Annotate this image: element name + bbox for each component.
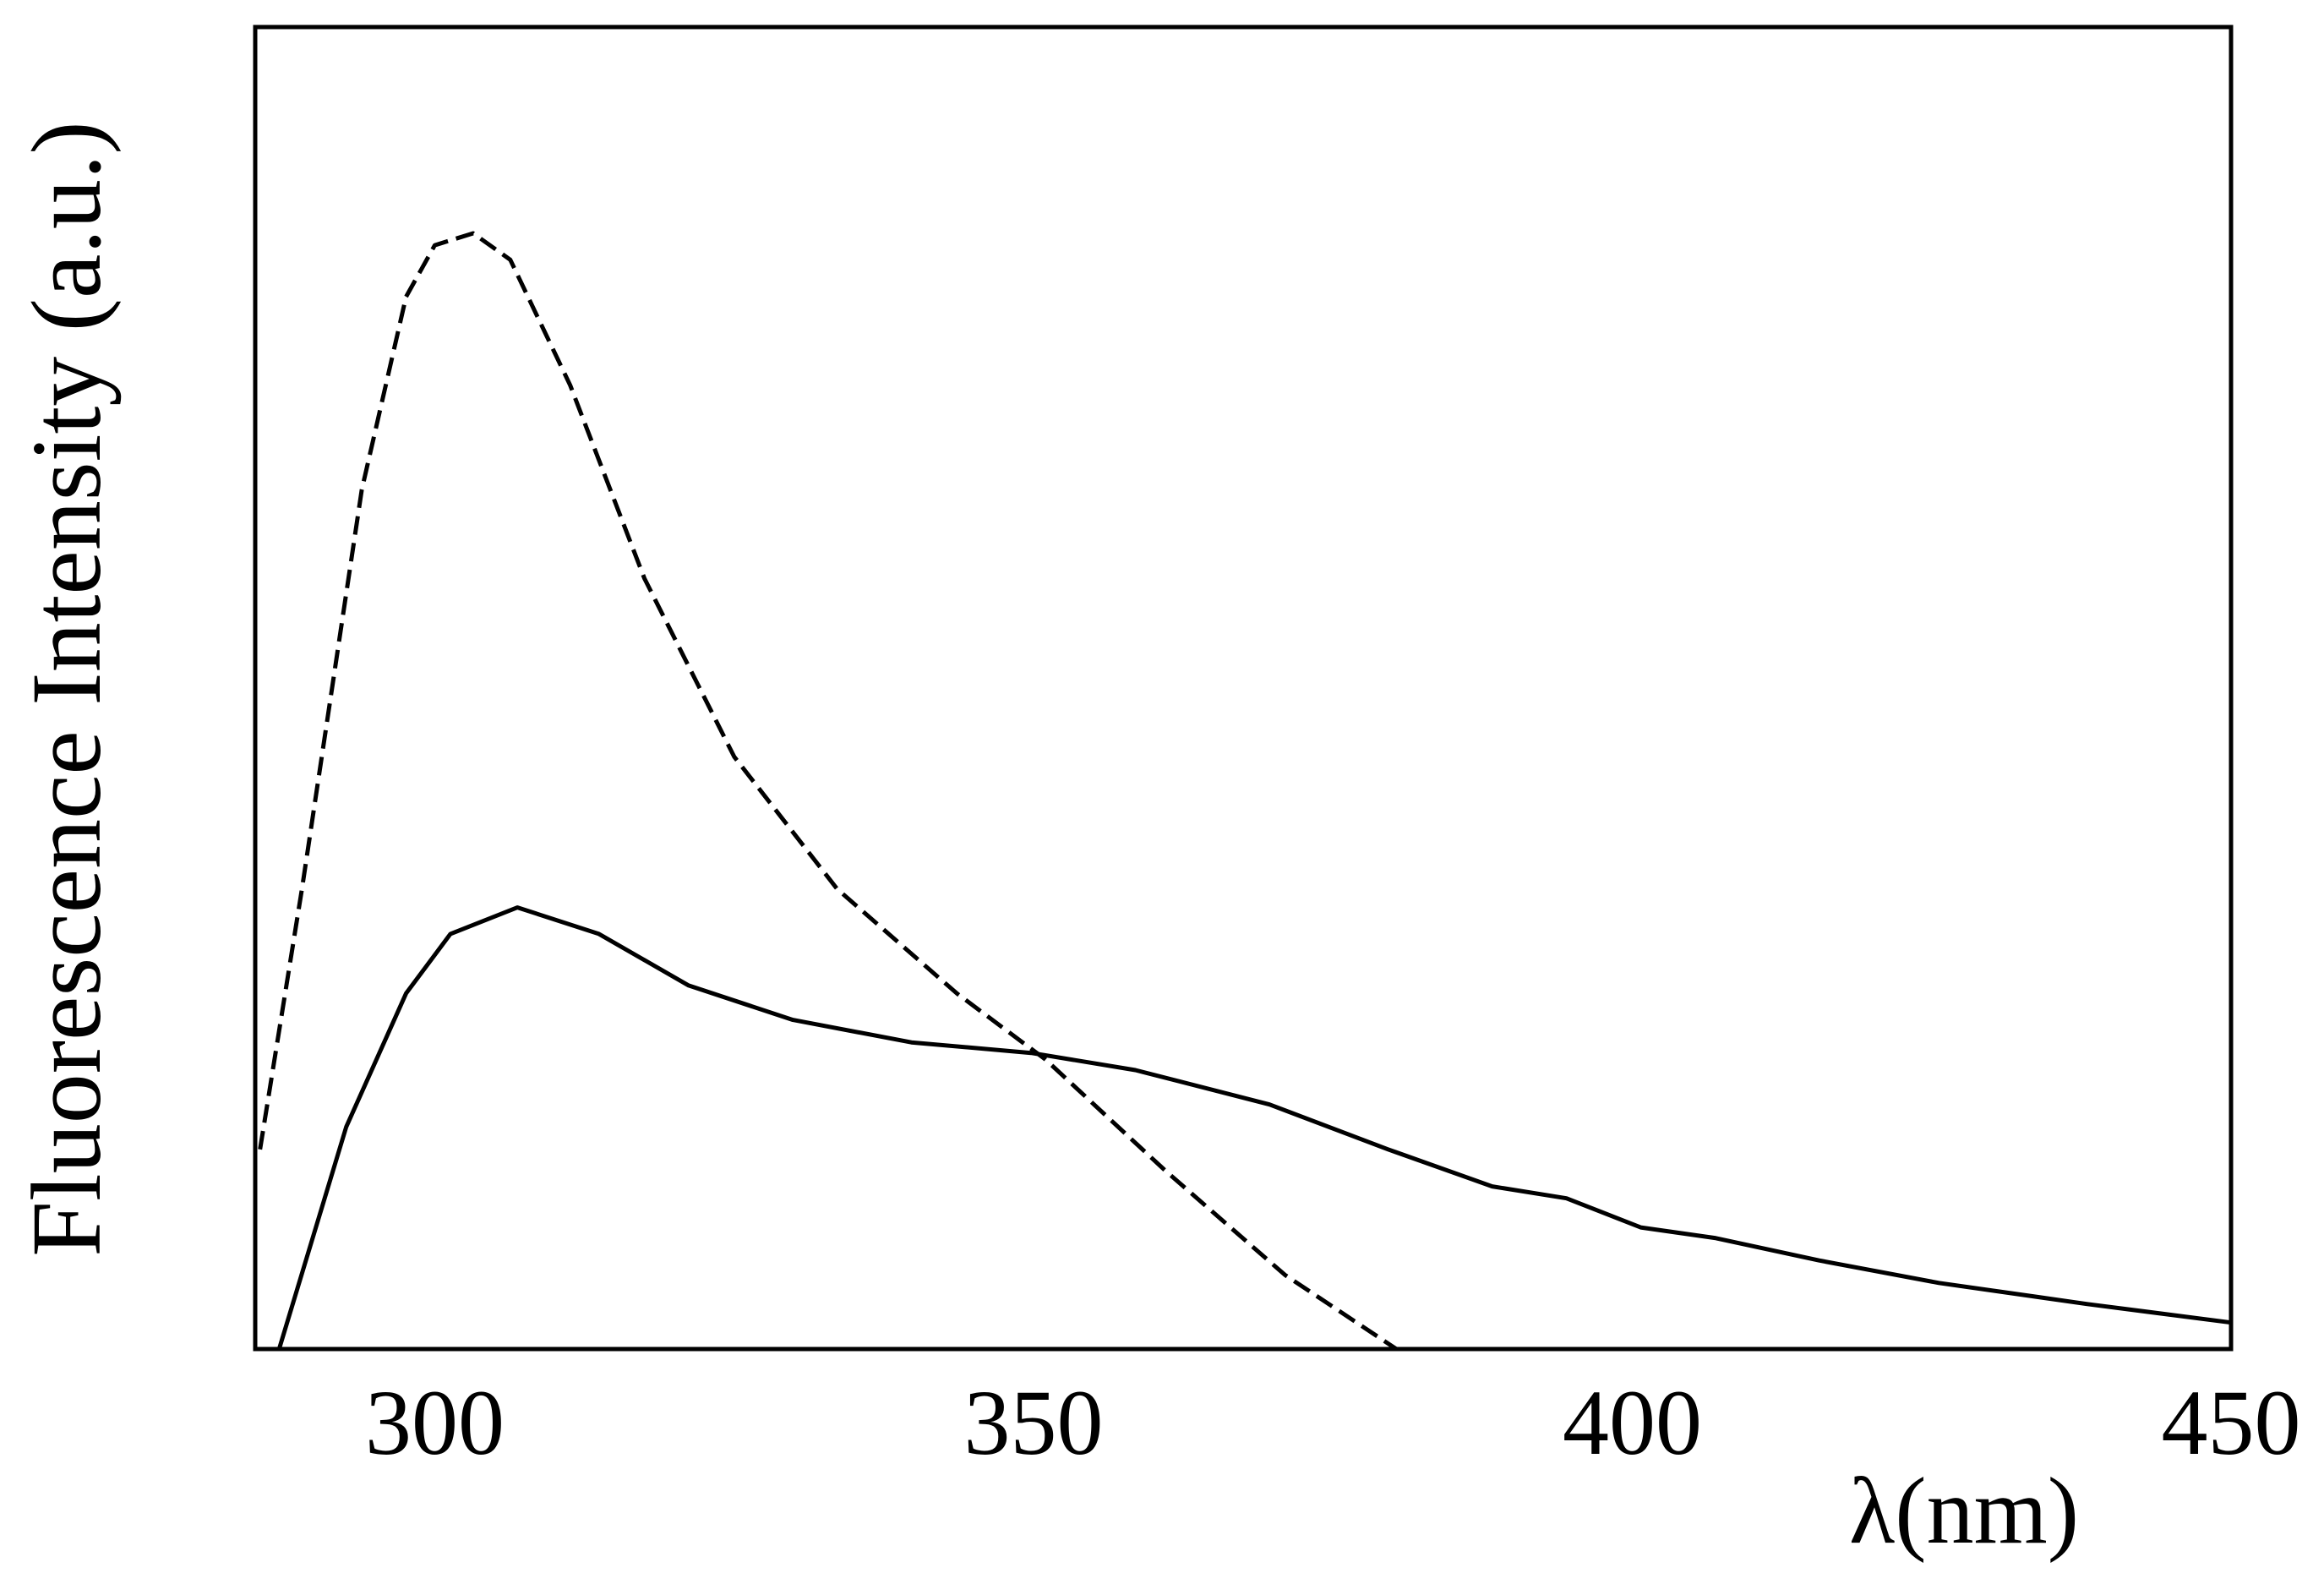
data-line — [276, 905, 2232, 1350]
x-tick-label: 300 — [365, 1371, 505, 1474]
x-tick-label: 450 — [2162, 1371, 2301, 1474]
x-tick-label: 350 — [964, 1371, 1104, 1474]
x-axis-label: λ(nm) — [1849, 1459, 2079, 1564]
x-tick-label: 400 — [1563, 1371, 1702, 1474]
data-line — [258, 231, 1398, 1352]
plot-frame — [253, 25, 2234, 1352]
y-axis-label: Fluorescence Intensity (a.u.) — [11, 121, 122, 1256]
